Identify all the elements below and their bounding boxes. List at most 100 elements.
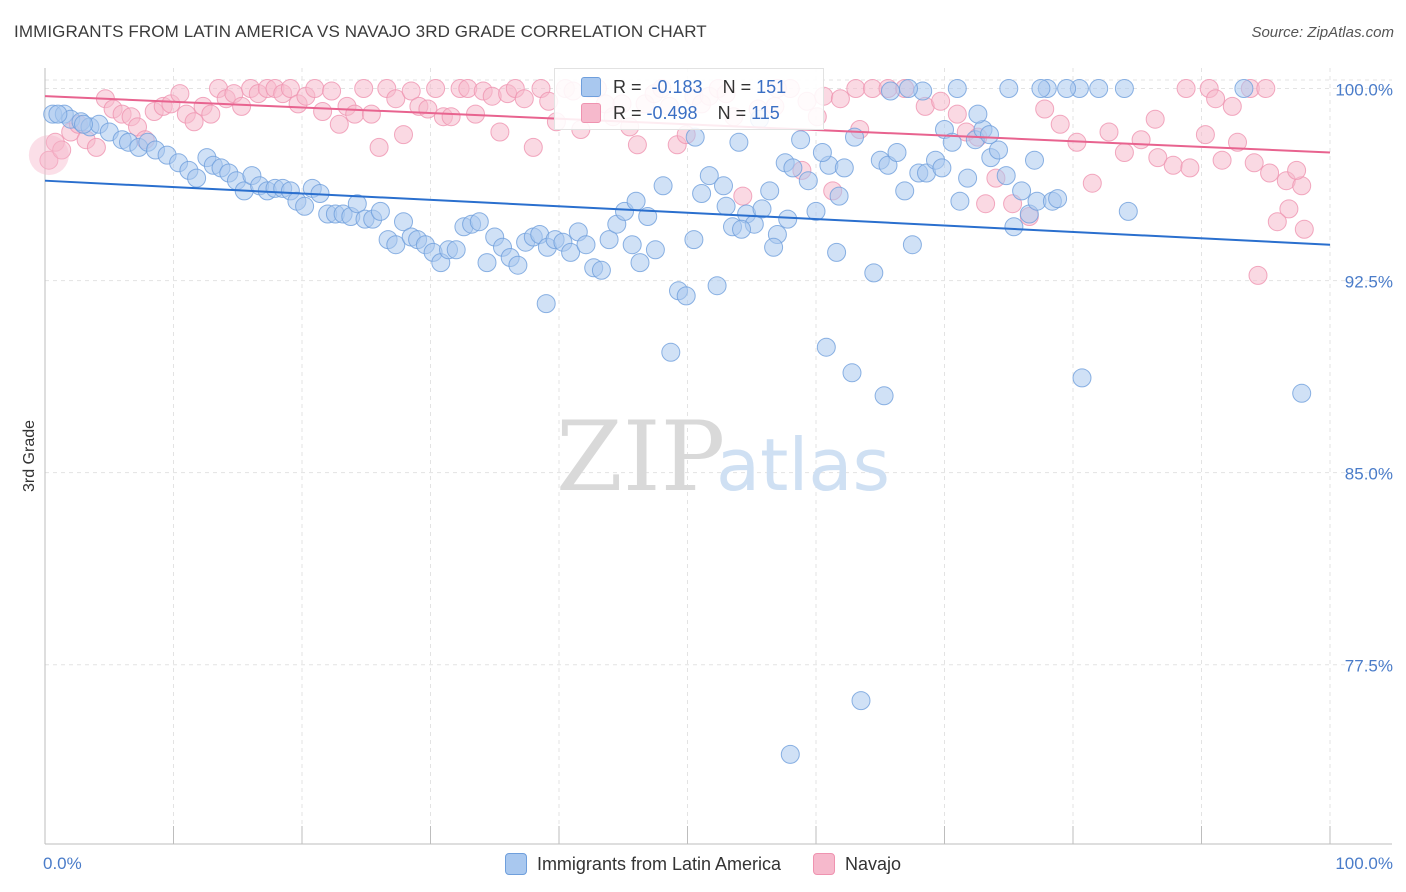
latin-america-point xyxy=(685,127,705,147)
axis-labels: 100.0% 92.5% 85.0% 77.5% 0.0% 100.0% 3rd Grade xyxy=(21,80,1393,873)
navajo-point xyxy=(361,104,381,124)
latin-america-point xyxy=(780,744,800,764)
latin-america-point xyxy=(999,79,1019,98)
latin-america-point xyxy=(1012,181,1032,201)
latin-america-point xyxy=(714,176,733,196)
blue-swatch-icon xyxy=(504,853,527,875)
navajo-point xyxy=(947,104,967,124)
navajo-point xyxy=(1114,143,1134,162)
latin-america-point xyxy=(834,158,854,178)
latin-america-point xyxy=(295,196,315,216)
latin-america-point xyxy=(881,81,900,101)
latin-america-point xyxy=(829,186,849,206)
latin-america-point xyxy=(508,255,528,275)
y-tick-label: 92.5% xyxy=(1345,273,1393,292)
pink-swatch-icon xyxy=(813,853,836,875)
navajo-point xyxy=(1256,79,1276,98)
latin-america-point xyxy=(895,181,915,201)
latin-america-point xyxy=(851,691,871,711)
latin-america-point xyxy=(783,158,803,178)
chart-title: IMMIGRANTS FROM LATIN AMERICA VS NAVAJO … xyxy=(14,22,707,41)
latin-america-point xyxy=(684,230,704,250)
latin-america-point xyxy=(591,260,611,280)
blue-swatch-icon xyxy=(581,77,601,97)
navajo-point xyxy=(394,125,413,145)
stats-legend-row-blue: R = -0.183 N = 151 xyxy=(581,76,786,98)
latin-america-point xyxy=(760,181,780,201)
latin-america-point xyxy=(942,132,962,152)
navajo-point xyxy=(1035,99,1055,119)
navajo-point xyxy=(345,104,365,124)
latin-america-point xyxy=(699,166,719,186)
r-value: -0.183 xyxy=(651,76,703,97)
navajo-point xyxy=(386,89,406,109)
n-label: N = xyxy=(722,76,752,97)
navajo-point xyxy=(1163,155,1183,175)
n-value: 115 xyxy=(751,102,780,123)
latin-america-point xyxy=(716,196,736,216)
latin-america-point xyxy=(622,235,642,255)
source-credit: Source: ZipAtlas.com xyxy=(1251,24,1394,41)
latin-america-point xyxy=(778,209,798,229)
latin-america-point xyxy=(1031,79,1051,98)
latin-america-point xyxy=(732,219,751,239)
latin-america-point xyxy=(626,191,646,211)
latin-america-point xyxy=(599,230,619,250)
latin-america-point xyxy=(899,79,918,98)
latin-america-point xyxy=(989,140,1008,160)
navajo-point xyxy=(1145,109,1165,129)
navajo-point xyxy=(1131,130,1151,150)
latin-america-point xyxy=(816,337,836,357)
latin-america-point xyxy=(729,132,749,152)
navajo-point xyxy=(1222,96,1242,116)
latin-america-point xyxy=(48,104,68,124)
latin-america-point xyxy=(74,114,93,134)
latin-america-point xyxy=(638,207,658,226)
latin-america-point xyxy=(394,212,413,232)
r-label: R = xyxy=(613,76,642,97)
latin-america-point xyxy=(1114,79,1134,98)
latin-america-point xyxy=(386,235,406,255)
navajo-point xyxy=(401,81,421,101)
legend-item-latin-america[interactable]: Immigrants from Latin America xyxy=(504,853,781,875)
latin-america-point xyxy=(874,386,894,406)
r-value: -0.498 xyxy=(646,102,698,123)
latin-america-point xyxy=(661,342,681,362)
n-value: 151 xyxy=(756,76,787,97)
navajo-point xyxy=(1294,219,1314,239)
latin-america-point xyxy=(1025,150,1044,170)
navajo-point xyxy=(232,96,252,116)
latin-america-point xyxy=(958,168,978,188)
y-tick-label: 85.0% xyxy=(1345,465,1393,484)
navajo-point xyxy=(184,112,204,132)
navajo-point xyxy=(1082,173,1102,193)
navajo-point xyxy=(1195,125,1215,145)
stats-legend: R = -0.183 N = 151 R = -0.498 N = 115 xyxy=(554,68,824,130)
navajo-point xyxy=(170,84,190,104)
navajo-point xyxy=(1206,89,1226,109)
navajo-point xyxy=(39,150,59,170)
navajo-point xyxy=(329,114,349,134)
axes xyxy=(44,68,1392,845)
latin-america-point xyxy=(980,125,999,145)
navajo-point xyxy=(490,122,510,142)
navajo-point xyxy=(514,89,534,109)
navajo-point xyxy=(354,79,374,98)
latin-america-point xyxy=(812,143,832,162)
latin-america-point xyxy=(791,130,811,150)
latin-america-point xyxy=(676,286,696,306)
navajo-point xyxy=(976,194,996,214)
navajo-point xyxy=(1050,114,1070,134)
latin-america-point xyxy=(187,168,207,188)
x-tick-label: 100.0% xyxy=(1335,854,1393,873)
navajo-point xyxy=(426,79,446,98)
latin-america-point xyxy=(707,276,727,296)
latin-america-point xyxy=(347,194,367,214)
navajo-point xyxy=(1279,199,1299,219)
latin-america-point xyxy=(1292,383,1312,403)
latin-america-point xyxy=(561,242,581,262)
navajo-point xyxy=(846,79,866,98)
latin-america-point xyxy=(752,199,772,219)
legend-item-navajo[interactable]: Navajo xyxy=(813,853,901,875)
